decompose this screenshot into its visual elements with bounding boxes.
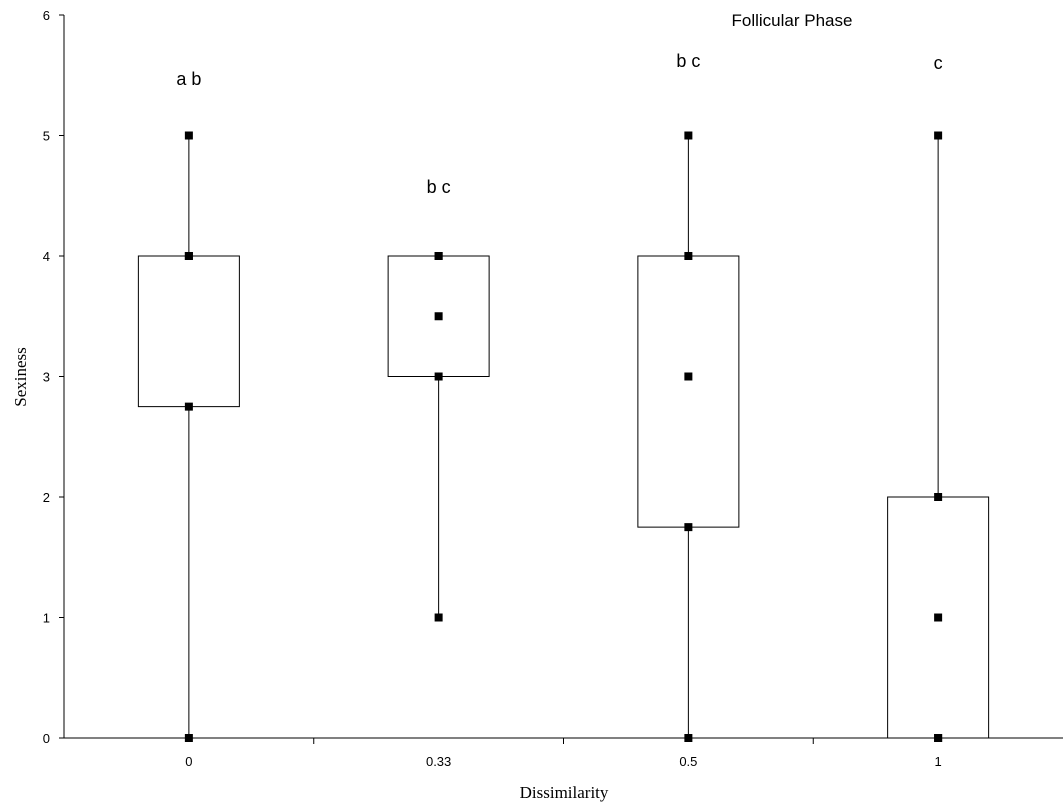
group-labels: a b b c b c c xyxy=(176,51,942,197)
x-tick-label: 0 xyxy=(185,754,192,769)
box-group xyxy=(387,252,490,622)
group-label: c xyxy=(934,53,943,73)
marker-q3 xyxy=(684,252,693,260)
box-rect xyxy=(137,255,240,408)
marker-max xyxy=(684,131,693,140)
y-tick-label: 0 xyxy=(43,731,50,746)
group-label: b c xyxy=(427,177,451,197)
marker-min xyxy=(184,734,193,742)
y-axis: 0 1 2 3 4 5 6 xyxy=(43,8,65,746)
group-label: a b xyxy=(176,69,201,89)
y-tick-label: 1 xyxy=(43,611,50,626)
marker-max xyxy=(934,131,943,140)
marker-q1 xyxy=(684,523,693,532)
marker-median xyxy=(934,613,943,622)
marker-median xyxy=(184,252,193,260)
y-axis-title: Sexiness xyxy=(11,347,30,407)
y-tick-label: 4 xyxy=(43,249,50,264)
box-group xyxy=(637,131,740,742)
x-axis: 0 0.33 0.5 1 xyxy=(64,737,1063,769)
box-group xyxy=(137,131,240,742)
x-tick-label: 1 xyxy=(935,754,942,769)
marker-min xyxy=(684,734,693,742)
chart-title: Follicular Phase xyxy=(732,11,853,30)
marker-median xyxy=(684,372,693,381)
x-axis-title: Dissimilarity xyxy=(520,783,609,802)
marker-min xyxy=(934,734,943,742)
marker-q1 xyxy=(184,402,193,411)
y-tick-label: 2 xyxy=(43,490,50,505)
box-rect xyxy=(637,255,740,528)
marker-q3 xyxy=(434,252,443,260)
boxes xyxy=(137,131,990,742)
box-group xyxy=(887,131,990,742)
marker-median xyxy=(434,312,443,321)
y-tick-label: 6 xyxy=(43,8,50,23)
y-tick-label: 3 xyxy=(43,370,50,385)
y-tick-label: 5 xyxy=(43,129,50,144)
x-tick-label: 0.5 xyxy=(679,754,697,769)
marker-min xyxy=(434,613,443,622)
marker-q3 xyxy=(934,493,943,501)
group-label: b c xyxy=(676,51,700,71)
marker-q1 xyxy=(434,372,443,381)
marker-max xyxy=(184,131,193,140)
x-tick-label: 0.33 xyxy=(426,754,451,769)
